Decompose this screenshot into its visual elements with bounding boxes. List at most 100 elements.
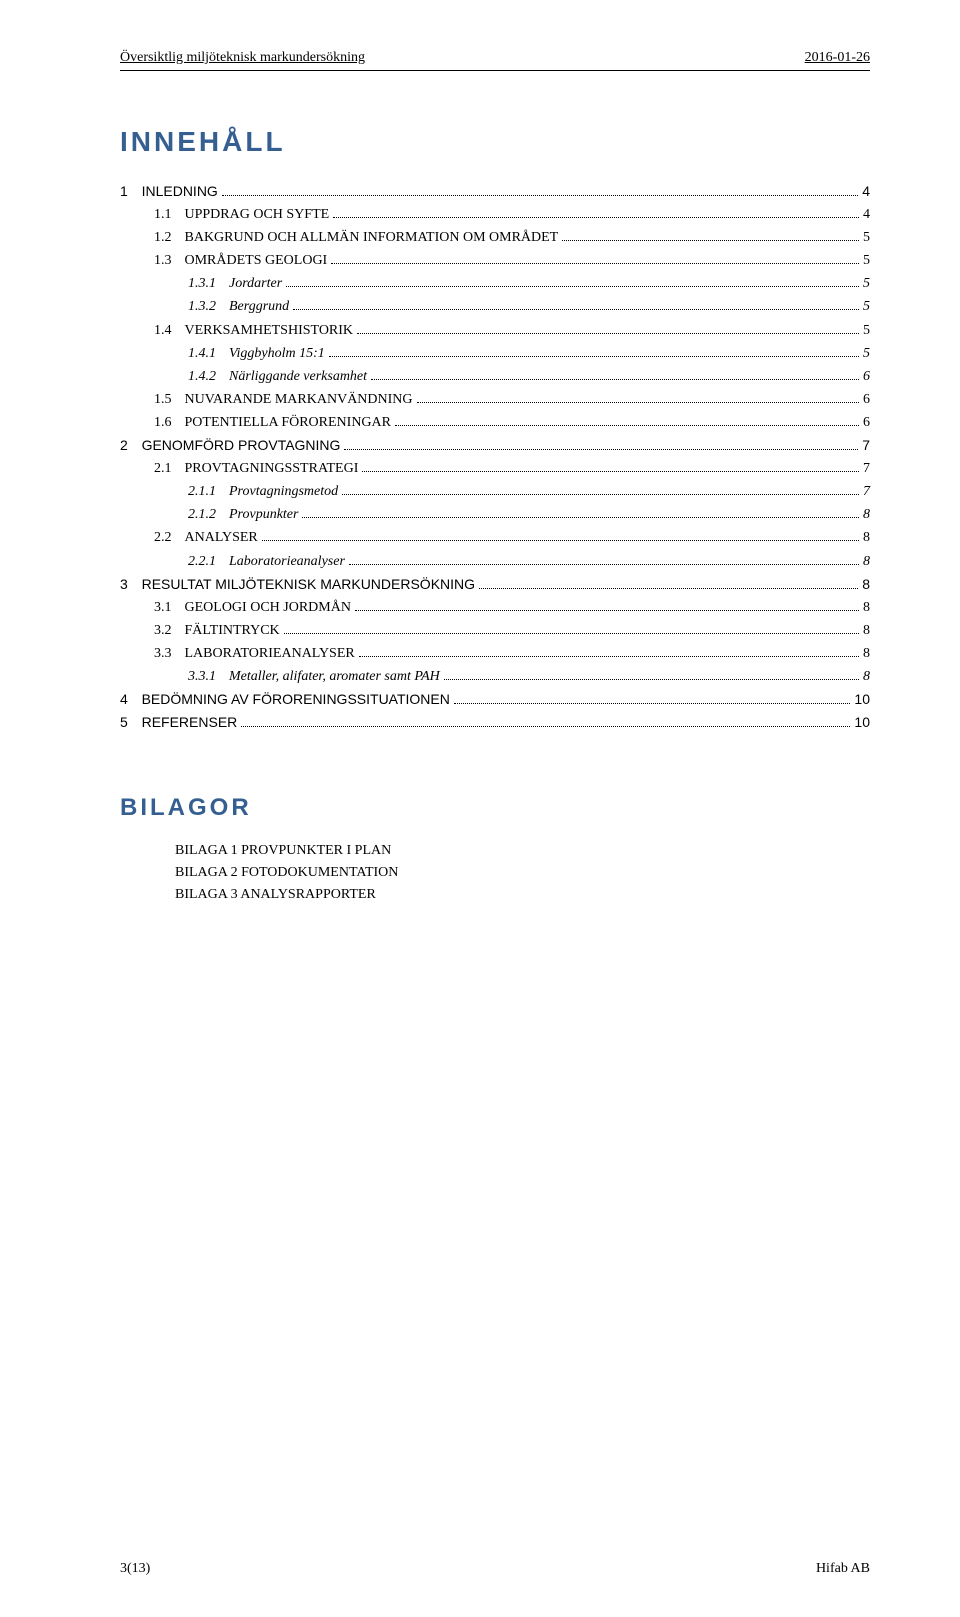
toc-page-number: 5 — [863, 226, 870, 249]
toc-entry: 1.1 UPPDRAG OCH SYFTE4 — [120, 203, 870, 226]
toc-text: PROVTAGNINGSSTRATEGI — [185, 457, 359, 480]
toc-entry: 2.2.1 Laboratorieanalyser 8 — [120, 550, 870, 573]
toc-page-number: 4 — [862, 180, 870, 203]
toc-text: Närliggande verksamhet — [229, 365, 367, 388]
toc-page-number: 10 — [854, 711, 870, 734]
toc-page-number: 8 — [862, 573, 870, 596]
toc-entry: 1.4.1 Viggbyholm 15:1 5 — [120, 342, 870, 365]
toc-page-number: 8 — [863, 550, 870, 573]
toc-leader-dots — [371, 379, 859, 380]
toc-text: VERKSAMHETSHISTORIK — [185, 319, 354, 342]
toc-text: ANALYSER — [185, 526, 258, 549]
toc-entry: 3.1 GEOLOGI OCH JORDMÅN 8 — [120, 596, 870, 619]
toc-leader-dots — [302, 517, 859, 518]
toc-entry: 3 RESULTAT MILJÖTEKNISK MARKUNDERSÖKNING… — [120, 573, 870, 596]
toc-entry: 2 GENOMFÖRD PROVTAGNING7 — [120, 434, 870, 457]
toc-number: 1 — [120, 180, 134, 203]
toc-entry: 5 REFERENSER 10 — [120, 711, 870, 734]
toc-text: Laboratorieanalyser — [229, 550, 345, 573]
bilagor-heading: BILAGOR — [120, 794, 870, 822]
toc-text: Jordarter — [229, 272, 282, 295]
toc-page-number: 5 — [863, 249, 870, 272]
toc-text: Berggrund — [229, 295, 289, 318]
toc-leader-dots — [349, 564, 859, 565]
toc-text: Metaller, alifater, aromater samt PAH — [229, 665, 440, 688]
toc-entry: 2.1.2 Provpunkter8 — [120, 503, 870, 526]
toc-text: GEOLOGI OCH JORDMÅN — [185, 596, 351, 619]
footer-company: Hifab AB — [816, 1561, 870, 1577]
bilaga-item: BILAGA 3 ANALYSRAPPORTER — [175, 884, 870, 906]
toc-page-number: 5 — [863, 272, 870, 295]
toc-leader-dots — [359, 656, 859, 657]
toc-text: BEDÖMNING AV FÖRORENINGSSITUATIONEN — [142, 688, 450, 711]
toc-entry: 1.3 OMRÅDETS GEOLOGI 5 — [120, 249, 870, 272]
toc-number: 2.2 — [154, 526, 178, 549]
toc-leader-dots — [241, 726, 850, 727]
toc-number: 1.3.1 — [188, 272, 222, 295]
toc-entry: 1.4 VERKSAMHETSHISTORIK5 — [120, 319, 870, 342]
toc-number: 1.4.2 — [188, 365, 222, 388]
toc-number: 3.3 — [154, 642, 178, 665]
toc-number: 2 — [120, 434, 134, 457]
toc-number: 3.1 — [154, 596, 178, 619]
toc-entry: 2.1.1 Provtagningsmetod 7 — [120, 480, 870, 503]
bilagor-list: BILAGA 1 PROVPUNKTER I PLAN BILAGA 2 FOT… — [120, 840, 870, 905]
toc-entry: 3.3 LABORATORIEANALYSER8 — [120, 642, 870, 665]
toc-page-number: 6 — [863, 388, 870, 411]
toc-entry: 1.5 NUVARANDE MARKANVÄNDNING6 — [120, 388, 870, 411]
toc-text: Provtagningsmetod — [229, 480, 338, 503]
toc-page-number: 7 — [863, 457, 870, 480]
toc-leader-dots — [331, 263, 859, 264]
toc-page-number: 8 — [863, 619, 870, 642]
toc-text: BAKGRUND OCH ALLMÄN INFORMATION OM OMRÅD… — [185, 226, 559, 249]
toc-number: 1.3.2 — [188, 295, 222, 318]
toc-number: 3 — [120, 573, 134, 596]
toc-page-number: 5 — [863, 295, 870, 318]
toc-entry: 1.3.2 Berggrund 5 — [120, 295, 870, 318]
document-header: Översiktlig miljöteknisk markundersöknin… — [120, 50, 870, 71]
toc-leader-dots — [222, 195, 858, 196]
header-title: Översiktlig miljöteknisk markundersöknin… — [120, 50, 365, 66]
toc-page-number: 8 — [863, 596, 870, 619]
toc-number: 3.3.1 — [188, 665, 222, 688]
header-date: 2016-01-26 — [805, 50, 870, 66]
document-footer: 3(13) Hifab AB — [120, 1561, 870, 1577]
toc-number: 2.1.1 — [188, 480, 222, 503]
toc-page-number: 5 — [863, 342, 870, 365]
toc-entry: 2.2 ANALYSER 8 — [120, 526, 870, 549]
toc-entry: 2.1 PROVTAGNINGSSTRATEGI7 — [120, 457, 870, 480]
bilaga-item: BILAGA 2 FOTODOKUMENTATION — [175, 862, 870, 884]
toc-leader-dots — [286, 286, 859, 287]
toc-leader-dots — [284, 633, 859, 634]
toc-leader-dots — [262, 540, 859, 541]
toc-leader-dots — [357, 333, 859, 334]
toc-entry: 4 BEDÖMNING AV FÖRORENINGSSITUATIONEN10 — [120, 688, 870, 711]
toc-number: 1.3 — [154, 249, 178, 272]
toc-leader-dots — [479, 588, 858, 589]
toc-leader-dots — [293, 309, 859, 310]
toc-number: 2.1.2 — [188, 503, 222, 526]
toc-page-number: 6 — [863, 411, 870, 434]
toc-text: LABORATORIEANALYSER — [185, 642, 355, 665]
bilaga-item: BILAGA 1 PROVPUNKTER I PLAN — [175, 840, 870, 862]
toc-leader-dots — [395, 425, 859, 426]
toc-page-number: 5 — [863, 319, 870, 342]
toc-number: 1.4.1 — [188, 342, 222, 365]
toc-text: OMRÅDETS GEOLOGI — [185, 249, 328, 272]
toc-page-number: 6 — [863, 365, 870, 388]
toc-page-number: 8 — [863, 503, 870, 526]
toc-text: Viggbyholm 15:1 — [229, 342, 325, 365]
toc-number: 5 — [120, 711, 134, 734]
toc-entry: 1.2 BAKGRUND OCH ALLMÄN INFORMATION OM O… — [120, 226, 870, 249]
toc-heading: INNEHÅLL — [120, 126, 870, 158]
toc-leader-dots — [333, 217, 859, 218]
toc-leader-dots — [417, 402, 859, 403]
toc-page-number: 8 — [863, 526, 870, 549]
toc-text: GENOMFÖRD PROVTAGNING — [142, 434, 341, 457]
toc-text: REFERENSER — [142, 711, 238, 734]
page: Översiktlig miljöteknisk markundersöknin… — [0, 0, 960, 1617]
toc-page-number: 7 — [863, 480, 870, 503]
toc-number: 4 — [120, 688, 134, 711]
toc-number: 2.2.1 — [188, 550, 222, 573]
toc-leader-dots — [344, 449, 858, 450]
